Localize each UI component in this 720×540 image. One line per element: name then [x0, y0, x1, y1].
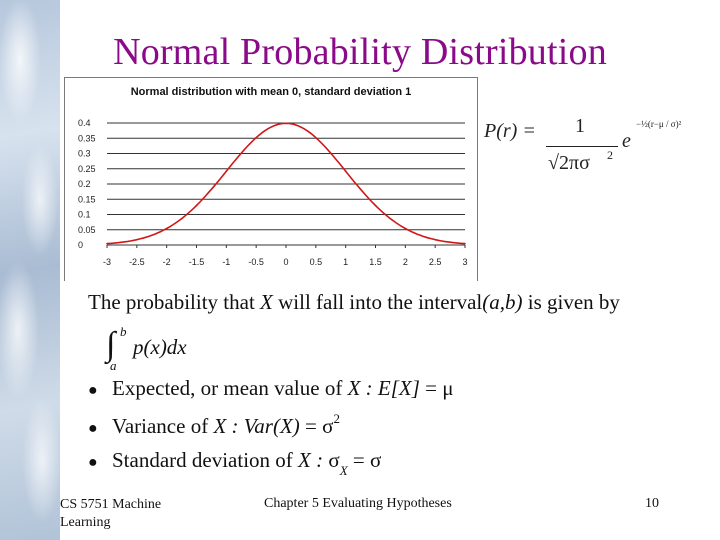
bullet-stddev: Standard deviation of X : σX = σ	[112, 448, 382, 478]
x-tick-label: 3	[462, 257, 467, 267]
chart-title: Normal distribution with mean 0, standar…	[130, 86, 412, 98]
data-point	[165, 227, 168, 230]
x-tick-label: 2.5	[429, 257, 442, 267]
series-line	[106, 122, 466, 245]
x-tick-label: -2.5	[129, 257, 145, 267]
x-tick-label: 1	[343, 257, 348, 267]
y-tick-label: 0.1	[78, 210, 91, 220]
bullet-variance-expr: Var(X)	[243, 414, 300, 438]
slide-title: Normal Probability Distribution	[113, 31, 607, 73]
x-tick-label: -3	[103, 257, 111, 267]
integrand: p(x)dx	[133, 335, 187, 359]
y-tick-label: 0.4	[78, 118, 91, 128]
interval-sentence: The probability that X will fall into th…	[88, 290, 620, 315]
formula-exponent: −½(r−μ / σ)²	[636, 119, 682, 129]
x-tick-label: -2	[163, 257, 171, 267]
formula-e: e	[622, 130, 631, 152]
data-point	[225, 170, 228, 172]
bullet-dot: ●	[88, 420, 98, 437]
sentence-part2: will fall into the interval	[278, 290, 483, 314]
bullet-mean-expr: E[X]	[377, 376, 420, 400]
footer-course-line1: CS 5751 Machine	[60, 497, 162, 512]
normal-distribution-chart: 0 0.05 0.1 0.15 0.2 0.25 0.3 0.35 0.4 -3 -2.5 -2 -1.…	[64, 77, 478, 281]
x-tick-label: 0.5	[310, 257, 323, 267]
data-point	[106, 242, 108, 245]
bullet-variance-rhs: = σ	[305, 414, 334, 438]
bullet-stddev-text: Standard deviation of	[112, 448, 293, 472]
sentence-part1: The probability that	[88, 290, 255, 314]
formula-denominator-exponent: 2	[607, 148, 613, 162]
data-point	[434, 238, 436, 241]
bullet-variance-text: Variance of	[112, 414, 209, 438]
y-tick-label: 0.25	[78, 164, 96, 174]
data-point	[315, 136, 317, 139]
sentence-part3: is given by	[527, 290, 620, 314]
x-tick-label: -1.5	[189, 257, 205, 267]
x-tick-label: 2	[403, 257, 408, 267]
data-point	[255, 136, 257, 139]
integral-sign: ∫	[106, 326, 116, 363]
sentence-interval: (a,b)	[482, 290, 523, 314]
x-tick-label: 0	[283, 257, 288, 267]
data-point	[195, 204, 198, 207]
data-point	[285, 122, 287, 125]
bullet-dot: ●	[88, 382, 98, 399]
bullet-variance: Variance of X : Var(X) = σ2	[112, 411, 340, 439]
integral-lower: a	[110, 358, 117, 373]
integral-upper: b	[120, 324, 127, 339]
bullet-mean-rhs: = μ	[425, 376, 454, 400]
formula-numerator: 1	[575, 115, 585, 137]
data-point	[464, 242, 466, 245]
formula-denominator: √2πσ	[548, 152, 590, 174]
sentence-var: X	[260, 290, 273, 314]
bullet-mean: Expected, or mean value of X : E[X] = μ	[112, 376, 454, 401]
bullet-stddev-rhs: = σ	[352, 448, 382, 472]
chart-svg: 0 0.05 0.1 0.15 0.2 0.25 0.3 0.35 0.4 -3 -2.5 -2 -1.…	[78, 118, 468, 267]
x-tick-label: -0.5	[248, 257, 264, 267]
marble-sidebar	[0, 0, 60, 540]
data-point	[344, 170, 347, 172]
y-tick-label: 0.35	[78, 133, 96, 143]
y-tick-label: 0.2	[78, 179, 91, 189]
y-tick-label: 0.15	[78, 194, 96, 204]
footer-chapter: Chapter 5 Evaluating Hypotheses	[264, 496, 452, 511]
footer-page-number: 10	[645, 496, 659, 511]
fraction-bar	[546, 146, 618, 147]
y-tick-label: 0.05	[78, 225, 96, 235]
bullet-stddev-var: X :	[298, 448, 324, 472]
footer-course-line2: Learning	[60, 515, 111, 530]
x-tick-label: -1	[222, 257, 230, 267]
data-point	[374, 204, 377, 207]
bullet-mean-var: X :	[347, 376, 373, 400]
bullet-variance-sup: 2	[333, 411, 340, 426]
y-tick-label: 0	[78, 240, 83, 250]
bullet-stddev-sub: X	[339, 463, 348, 478]
formula-lhs: P(r) =	[484, 120, 536, 142]
data-point	[136, 238, 138, 241]
data-point	[404, 227, 407, 230]
bullet-stddev-expr: σ	[328, 448, 340, 472]
footer-course: CS 5751 Machine Learning	[60, 496, 161, 532]
bullet-variance-var: X :	[213, 414, 239, 438]
bullet-dot: ●	[88, 454, 98, 471]
bullet-mean-text: Expected, or mean value of	[112, 376, 343, 400]
y-tick-label: 0.3	[78, 149, 91, 159]
x-tick-label: 1.5	[369, 257, 382, 267]
